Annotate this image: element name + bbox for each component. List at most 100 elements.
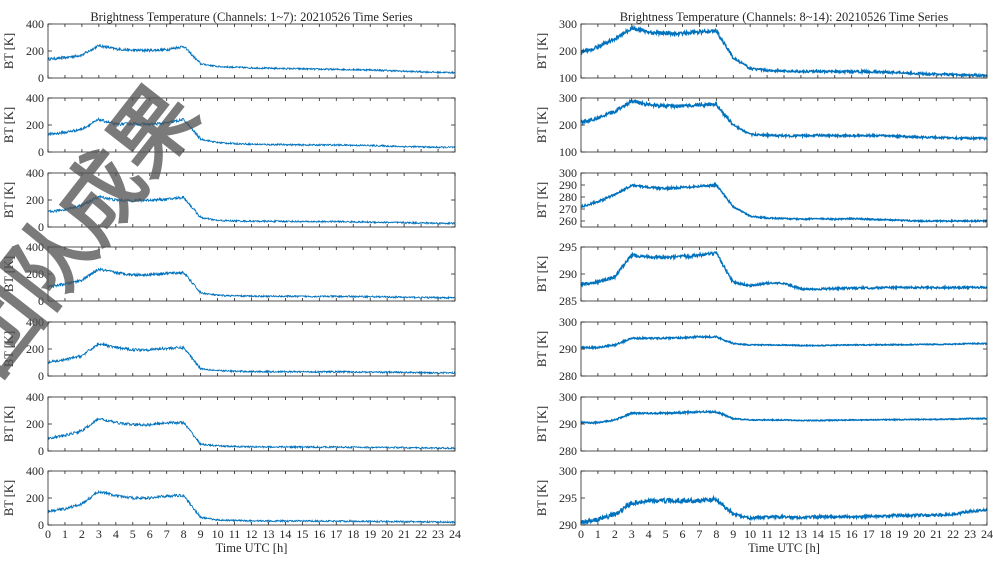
y-tick-label: 0 xyxy=(38,220,44,234)
panel-6: 0 200 400 BT [K] xyxy=(2,390,456,458)
y-tick-label: 280 xyxy=(559,369,577,383)
panel-frame xyxy=(580,396,988,452)
y-tick-label: 280 xyxy=(559,190,577,204)
x-tick-label: 12 xyxy=(246,527,258,541)
y-tick-label: 0 xyxy=(38,294,44,308)
y-tick-label: 295 xyxy=(559,491,577,505)
x-tick-label: 11 xyxy=(761,527,773,541)
left-chart-channels-1-7: Brightness Temperature (Channels: 1~7): … xyxy=(2,10,461,555)
y-tick-label: 400 xyxy=(26,240,44,254)
x-tick-label: 24 xyxy=(981,527,993,541)
y-tick-label: 290 xyxy=(559,342,577,356)
x-tick-label: 16 xyxy=(313,527,325,541)
y-axis-label: BT [K] xyxy=(535,406,549,442)
y-tick-label: 200 xyxy=(26,491,44,505)
x-tick-label: 21 xyxy=(398,527,410,541)
x-tick-label: 1 xyxy=(62,527,68,541)
y-axis-label: BT [K] xyxy=(535,33,549,69)
y-tick-label: 290 xyxy=(559,518,577,532)
x-tick-label: 23 xyxy=(432,527,444,541)
y-tick-label: 200 xyxy=(26,193,44,207)
panel-4: 0 200 400 BT [K] xyxy=(2,240,456,308)
series-line-7 xyxy=(47,489,456,525)
y-axis-label: BT [K] xyxy=(2,406,16,442)
x-tick-label: 13 xyxy=(795,527,807,541)
y-tick-label: 400 xyxy=(26,91,44,105)
y-tick-label: 400 xyxy=(26,17,44,31)
x-tick-label: 7 xyxy=(164,527,170,541)
y-axis-label: BT [K] xyxy=(2,256,16,292)
x-tick-label: 12 xyxy=(778,527,790,541)
y-axis-label: BT [K] xyxy=(535,182,549,218)
x-tick-label: 16 xyxy=(846,527,858,541)
x-tick-label: 21 xyxy=(930,527,942,541)
x-tick-label: 15 xyxy=(296,527,308,541)
y-tick-label: 200 xyxy=(26,342,44,356)
panel-1: 100 200 300 BT [K] xyxy=(535,17,988,85)
y-tick-label: 200 xyxy=(559,118,577,132)
panel-7: 0 200 400 BT [K] xyxy=(2,464,456,532)
x-tick-label: 14 xyxy=(279,527,291,541)
x-tick-label: 0 xyxy=(578,527,584,541)
watermark: 团队成果 xyxy=(0,67,218,392)
y-tick-label: 290 xyxy=(559,417,577,431)
y-tick-label: 260 xyxy=(559,214,577,228)
x-tick-label: 1 xyxy=(595,527,601,541)
panel-4: 285 290 295 BT [K] xyxy=(535,240,988,308)
x-tick-label: 6 xyxy=(680,527,686,541)
x-axis-label: Time UTC [h] xyxy=(216,541,288,555)
series-line-2 xyxy=(47,117,456,150)
series-line-6 xyxy=(580,409,988,426)
y-tick-label: 300 xyxy=(559,166,577,180)
series-line-4 xyxy=(580,250,988,292)
series-line-6 xyxy=(47,417,456,450)
panel-frame xyxy=(47,470,456,526)
x-tick-label: 22 xyxy=(415,527,427,541)
x-tick-label: 14 xyxy=(812,527,824,541)
y-tick-label: 100 xyxy=(559,145,577,159)
series-line-3 xyxy=(47,194,456,226)
series-line-5 xyxy=(580,334,988,351)
panel-2: 100 200 300 BT [K] xyxy=(535,91,988,159)
x-axis-label: Time UTC [h] xyxy=(748,541,820,555)
y-axis-label: BT [K] xyxy=(2,182,16,218)
panel-frame xyxy=(47,321,456,377)
chart-title: Brightness Temperature (Channels: 1~7): … xyxy=(90,10,412,24)
x-tick-label: 13 xyxy=(262,527,274,541)
x-tick-label: 22 xyxy=(947,527,959,541)
x-tick-label: 5 xyxy=(663,527,669,541)
x-tick-label: 9 xyxy=(730,527,736,541)
y-tick-label: 270 xyxy=(559,202,577,216)
series-line-1 xyxy=(580,24,988,79)
series-line-5 xyxy=(47,341,456,375)
y-tick-label: 280 xyxy=(559,444,577,458)
panel-frame xyxy=(47,396,456,452)
y-axis-label: BT [K] xyxy=(535,480,549,516)
panel-7: 290 295 300 BT [K] xyxy=(535,464,988,532)
x-tick-label: 20 xyxy=(913,527,925,541)
y-axis-label: BT [K] xyxy=(2,480,16,516)
y-tick-label: 100 xyxy=(559,71,577,85)
panel-2: 0 200 400 BT [K] xyxy=(2,91,456,159)
y-tick-label: 200 xyxy=(559,44,577,58)
series-line-2 xyxy=(580,98,988,142)
y-tick-label: 400 xyxy=(26,464,44,478)
x-tick-label: 23 xyxy=(964,527,976,541)
x-tick-label: 19 xyxy=(896,527,908,541)
panel-5: 0 200 400 BT [K] xyxy=(2,315,456,383)
x-tick-label: 9 xyxy=(198,527,204,541)
x-tick-label: 20 xyxy=(381,527,393,541)
panel-6: 280 290 300 BT [K] xyxy=(535,390,988,458)
x-tick-label: 17 xyxy=(330,527,342,541)
x-tick-label: 8 xyxy=(713,527,719,541)
y-axis-label: BT [K] xyxy=(535,107,549,143)
x-tick-label: 0 xyxy=(45,527,51,541)
y-tick-label: 295 xyxy=(559,240,577,254)
y-tick-label: 290 xyxy=(559,178,577,192)
x-tick-label: 7 xyxy=(696,527,702,541)
panel-1: 0 200 400 BT [K] xyxy=(2,17,456,85)
x-tick-label: 18 xyxy=(880,527,892,541)
y-tick-label: 400 xyxy=(26,315,44,329)
